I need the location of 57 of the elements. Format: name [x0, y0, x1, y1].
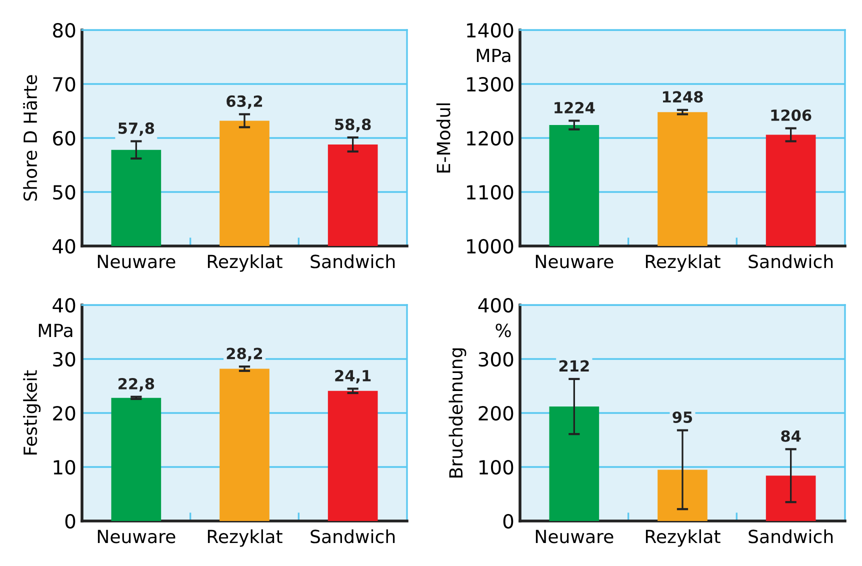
text: MPa	[38, 324, 72, 338]
y-axis-title: Festigkeit	[23, 370, 41, 454]
y-tick-label: 1000	[467, 238, 514, 254]
x-tick-label: Sandwich	[310, 529, 395, 544]
x-tick-label: Rezyklat	[646, 254, 720, 272]
data-label: 63,2	[226, 95, 262, 109]
data-label: 212	[559, 360, 589, 372]
text: %	[496, 324, 511, 338]
y-tick-label: 20	[53, 406, 76, 421]
bar	[220, 368, 270, 521]
x-tick-label: Rezyklat	[646, 529, 720, 547]
x-tick-label: Sandwich	[748, 529, 833, 544]
data-label: 1248	[662, 91, 703, 103]
y-tick-label: 50	[53, 184, 76, 200]
x-tick-label: Rezyklat	[208, 254, 282, 272]
bar	[328, 390, 378, 521]
data-label: 1206	[771, 109, 812, 121]
x-tick-label: Neuware	[98, 254, 176, 268]
y-tick-label: 0	[65, 514, 76, 529]
x-tick-label: Neuware	[536, 254, 614, 268]
y-axis-title: Bruchdehnung	[448, 348, 466, 478]
y-tick-label: 300	[478, 352, 514, 367]
y-tick-label: 200	[478, 406, 514, 421]
data-label: 95	[672, 411, 692, 423]
y-tick-label: 10	[54, 460, 76, 475]
data-label: 22,8	[118, 378, 154, 392]
bar	[766, 476, 816, 521]
y-axis-title: E-Modul	[436, 103, 450, 172]
y-tick-label: 400	[478, 298, 514, 313]
y-tick-label: 30	[53, 352, 76, 367]
y-tick-label: 40	[52, 238, 76, 254]
y-tick-label: 1400	[467, 22, 514, 38]
x-tick-label: Sandwich	[310, 254, 395, 268]
data-label: 1224	[554, 102, 595, 114]
y-tick-label: 40	[52, 298, 76, 313]
x-tick-label: Sandwich	[748, 254, 833, 268]
data-label: 58,8	[335, 118, 371, 132]
y-tick-label: 0	[503, 514, 514, 529]
x-tick-label: Rezyklat	[208, 529, 282, 547]
y-tick-label: 1100	[467, 184, 514, 200]
x-tick-label: Neuware	[98, 530, 176, 544]
bar	[549, 406, 600, 521]
y-tick-label: 100	[479, 460, 514, 475]
text: MPa	[476, 48, 510, 62]
y-axis-title: Shore D Härte	[23, 75, 38, 201]
y-tick-label: 70	[53, 76, 76, 92]
y-tick-label: 60	[53, 130, 76, 146]
data-label: 57,8	[118, 122, 154, 136]
y-tick-label: 1200	[467, 130, 514, 146]
x-tick-label: Neuware	[536, 530, 614, 544]
data-label: 24,1	[335, 370, 371, 384]
bar	[658, 470, 708, 521]
bar	[111, 398, 162, 521]
y-tick-label: 1300	[467, 76, 514, 92]
y-tick-label: 80	[53, 22, 76, 38]
data-label: 84	[781, 430, 801, 442]
data-label: 28,2	[226, 348, 262, 362]
